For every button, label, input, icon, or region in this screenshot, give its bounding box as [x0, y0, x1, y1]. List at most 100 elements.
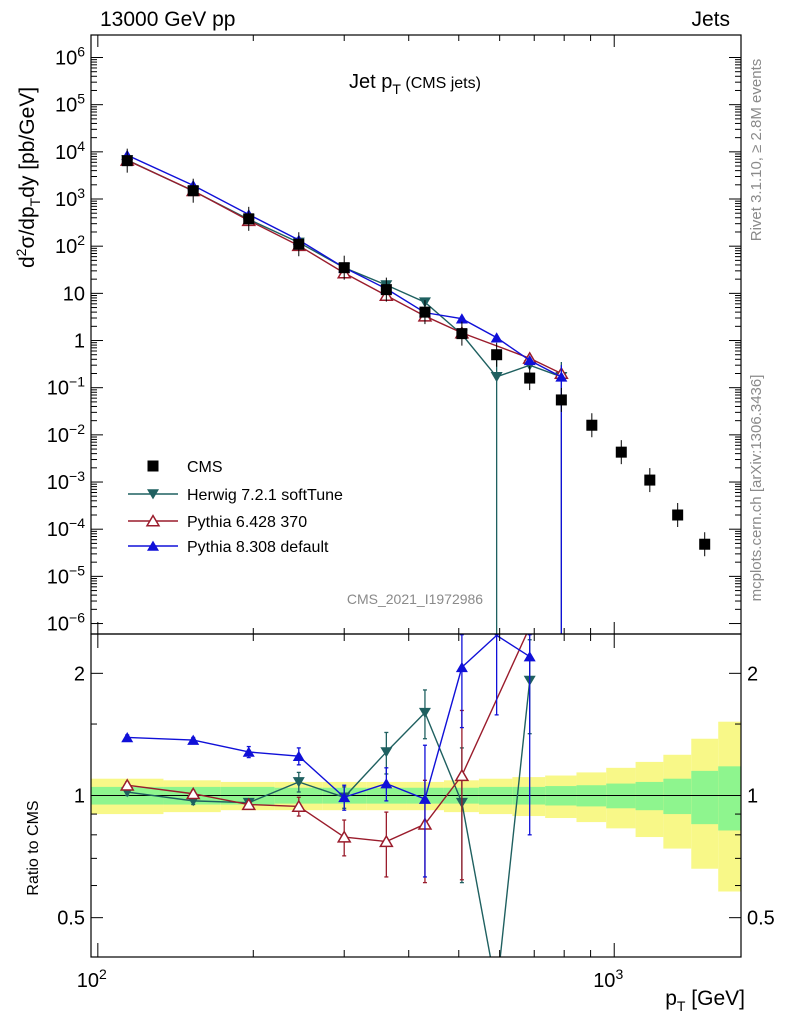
legend-marker-1	[147, 489, 159, 500]
plot-title-suffix: (CMS jets)	[401, 75, 481, 92]
upper-marker-0-8	[490, 372, 503, 383]
upper-marker-2-10	[555, 371, 568, 382]
upper-ytick-label-1: 105	[55, 91, 85, 117]
ratio-marker-1-5	[379, 834, 394, 848]
ratio-marker-1-0	[119, 778, 135, 791]
header-left: 13000 GeV pp	[100, 8, 235, 31]
cms-point-3	[293, 238, 305, 250]
ratio-marker-2-0	[121, 732, 134, 743]
ratio-ytick-label-r-0: 2	[747, 663, 758, 685]
plot-title-main: Jet p	[349, 71, 392, 93]
ratio-ytick-label-2: 0.5	[57, 908, 85, 930]
ratio-marker-2-3	[292, 750, 305, 761]
upper-data	[119, 148, 711, 634]
cms-point-8	[491, 349, 503, 361]
upper-ytick-label-8: 10−2	[47, 421, 85, 447]
cms-point-13	[644, 474, 656, 486]
cms-point-9	[524, 372, 536, 384]
watermark: CMS_2021_I1972986	[347, 591, 483, 607]
cms-point-15	[699, 538, 711, 550]
upper-ytick-label-9: 10−3	[47, 468, 85, 494]
y-title-mid: σ/dp	[16, 206, 39, 248]
legend: CMS Herwig 7.2.1 softTune Pythia 6.428 370…	[128, 459, 343, 556]
cms-point-12	[615, 446, 627, 458]
ratio-marker-2-2	[242, 746, 255, 757]
y-title-d: d	[16, 256, 39, 268]
upper-ytick-label-12: 10−6	[47, 610, 85, 636]
cms-point-5	[380, 284, 392, 296]
upper-line-1	[126, 159, 562, 375]
x-title-rest: [GeV]	[685, 987, 745, 1010]
upper-ytick-label-11: 10−5	[47, 562, 85, 588]
main-plot: 10610510410310210110−110−210−310−410−510…	[47, 34, 742, 636]
cms-point-11	[586, 419, 598, 431]
ratio-line-0	[127, 680, 531, 957]
ratio-ytick-label-1: 1	[74, 786, 85, 808]
upper-ytick-label-7: 10−1	[47, 374, 85, 400]
band-inner-14	[663, 778, 692, 815]
mcplots-label: mcplots.cern.ch [arXiv:1306.3436]	[748, 375, 765, 602]
x-tick-label-0: 102	[77, 966, 107, 992]
band-inner-13	[635, 781, 664, 811]
band-inner-16	[718, 766, 741, 831]
ratio-data	[91, 634, 741, 957]
cms-point-14	[672, 509, 684, 521]
x-title-sub: T	[677, 998, 686, 1014]
plot-title: Jet pT (CMS jets)	[349, 71, 481, 97]
upper-ytick-label-4: 102	[55, 232, 85, 258]
cms-point-10	[555, 394, 567, 406]
legend-label-0: CMS	[187, 459, 223, 476]
ratio-line-2	[127, 634, 531, 801]
ratio-marker-2-7	[455, 661, 468, 673]
ratio-marker-2-4	[338, 791, 351, 803]
cms-point-7	[456, 328, 468, 340]
cms-point-2	[243, 213, 255, 225]
upper-ytick-label-0: 106	[55, 44, 85, 70]
ratio-marker-1-3	[291, 799, 307, 812]
ratio-marker-2-6	[418, 793, 431, 804]
y-title-end: dy [pb/GeV]	[16, 87, 39, 198]
ratio-ytick-label-r-1: 1	[747, 786, 758, 808]
y-title-sup: 2	[13, 248, 29, 256]
legend-marker-0	[147, 460, 159, 472]
upper-ytick-label-5: 10	[63, 283, 85, 305]
cms-point-1	[187, 185, 199, 197]
ratio-marker-0-5	[380, 747, 393, 758]
legend-label-1: Herwig 7.2.1 softTune	[187, 487, 343, 504]
ratio-marker-1-1	[185, 786, 201, 800]
upper-marker-2-9	[523, 354, 536, 366]
legend-marker-2	[145, 514, 161, 527]
ratio-marker-1-2	[241, 797, 257, 811]
ratio-marker-2-9	[523, 651, 536, 662]
cms-point-6	[419, 306, 431, 318]
rivet-label: Rivet 3.1.10, ≥ 2.8M events	[748, 59, 765, 242]
upper-ytick-label-2: 104	[55, 138, 85, 164]
upper-marker-2-8	[490, 332, 503, 343]
x-tick-label-1: 103	[593, 966, 623, 992]
ratio-marker-0-3	[292, 777, 305, 788]
y-axis-title: d2σ/dpTdy [pb/GeV]	[13, 87, 43, 268]
legend-marker-3	[147, 540, 159, 551]
cms-point-4	[338, 262, 350, 274]
upper-ytick-label-6: 1	[74, 331, 85, 353]
ratio-y-axis-title: Ratio to CMS	[25, 800, 42, 895]
legend-label-3: Pythia 8.308 default	[187, 539, 329, 556]
ratio-marker-0-6	[418, 707, 431, 719]
cms-point-0	[121, 155, 133, 167]
ratio-ytick-label-r-2: 0.5	[747, 908, 775, 930]
ratio-marker-2-5	[380, 778, 393, 789]
ratio-marker-1-7	[454, 768, 470, 782]
legend-label-2: Pythia 6.428 370	[187, 514, 307, 531]
ratio-plot: 2 2 1 1 0.5 0.5 102 103	[57, 633, 775, 992]
ratio-marker-1-4	[336, 830, 352, 843]
upper-ytick-label-3: 103	[55, 185, 85, 211]
plot-title-sub: T	[392, 81, 401, 97]
x-axis-title: pT [GeV]	[665, 987, 745, 1014]
header-right: Jets	[691, 8, 730, 31]
ratio-ytick-label-0: 2	[74, 663, 85, 685]
band-inner-15	[691, 770, 719, 825]
ratio-marker-2-1	[187, 734, 200, 745]
x-title-p: p	[665, 987, 677, 1010]
upper-marker-2-7	[455, 313, 468, 324]
